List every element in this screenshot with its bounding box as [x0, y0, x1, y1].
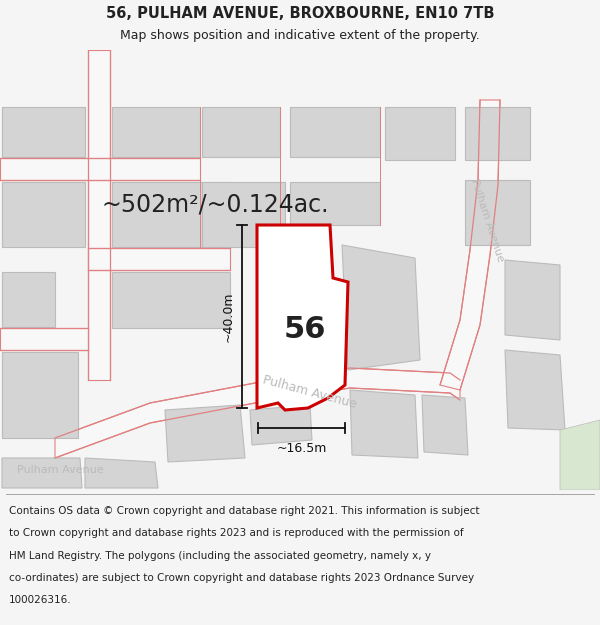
Polygon shape	[560, 420, 600, 490]
Polygon shape	[250, 405, 312, 445]
Polygon shape	[85, 458, 158, 488]
Polygon shape	[112, 182, 230, 247]
Polygon shape	[422, 395, 468, 455]
Polygon shape	[440, 100, 500, 390]
Polygon shape	[112, 107, 200, 157]
Polygon shape	[88, 50, 110, 380]
Polygon shape	[350, 390, 418, 458]
Polygon shape	[88, 248, 230, 270]
Text: 100026316.: 100026316.	[9, 595, 71, 605]
Polygon shape	[385, 107, 455, 160]
Polygon shape	[290, 182, 380, 225]
Polygon shape	[505, 260, 560, 340]
Polygon shape	[2, 272, 55, 327]
Text: 56, PULHAM AVENUE, BROXBOURNE, EN10 7TB: 56, PULHAM AVENUE, BROXBOURNE, EN10 7TB	[106, 6, 494, 21]
Polygon shape	[2, 182, 85, 247]
Polygon shape	[0, 328, 88, 350]
Text: ~40.0m: ~40.0m	[221, 291, 235, 342]
Polygon shape	[465, 107, 530, 160]
Text: Map shows position and indicative extent of the property.: Map shows position and indicative extent…	[120, 29, 480, 42]
Text: ~502m²/~0.124ac.: ~502m²/~0.124ac.	[101, 193, 329, 217]
Polygon shape	[2, 458, 82, 488]
Text: co-ordinates) are subject to Crown copyright and database rights 2023 Ordnance S: co-ordinates) are subject to Crown copyr…	[9, 573, 474, 583]
Text: 56: 56	[284, 316, 326, 344]
Polygon shape	[165, 405, 245, 462]
Polygon shape	[0, 158, 200, 180]
Text: Pulham Avenue: Pulham Avenue	[17, 465, 103, 475]
Text: HM Land Registry. The polygons (including the associated geometry, namely x, y: HM Land Registry. The polygons (includin…	[9, 551, 431, 561]
Text: to Crown copyright and database rights 2023 and is reproduced with the permissio: to Crown copyright and database rights 2…	[9, 529, 464, 539]
Polygon shape	[257, 225, 348, 410]
Polygon shape	[202, 107, 280, 157]
Text: Pulham Avenue: Pulham Avenue	[262, 373, 358, 411]
Text: Contains OS data © Crown copyright and database right 2021. This information is : Contains OS data © Crown copyright and d…	[9, 506, 479, 516]
Polygon shape	[290, 107, 380, 157]
Polygon shape	[465, 180, 530, 245]
Polygon shape	[342, 245, 420, 370]
Polygon shape	[55, 368, 460, 458]
Text: ~16.5m: ~16.5m	[277, 442, 326, 455]
Polygon shape	[2, 107, 85, 157]
Polygon shape	[112, 272, 230, 328]
Polygon shape	[505, 350, 565, 430]
Text: Pulham Avenue: Pulham Avenue	[469, 177, 505, 262]
Polygon shape	[202, 182, 285, 247]
Polygon shape	[2, 352, 78, 438]
